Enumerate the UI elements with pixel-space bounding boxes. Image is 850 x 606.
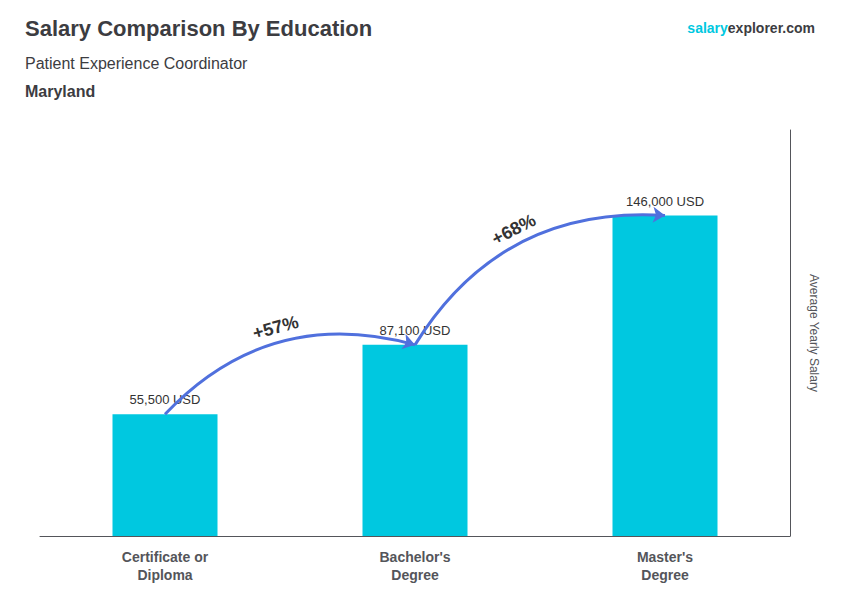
svg-text:55,500 USD: 55,500 USD bbox=[130, 392, 201, 407]
svg-text:87,100 USD: 87,100 USD bbox=[380, 323, 451, 338]
svg-text:Degree: Degree bbox=[641, 567, 689, 583]
svg-text:Average Yearly Salary: Average Yearly Salary bbox=[807, 274, 821, 392]
svg-text:Master's: Master's bbox=[637, 549, 693, 565]
svg-text:+57%: +57% bbox=[250, 312, 300, 344]
svg-text:146,000 USD: 146,000 USD bbox=[626, 194, 704, 209]
svg-text:Degree: Degree bbox=[391, 567, 439, 583]
svg-text:Bachelor's: Bachelor's bbox=[379, 549, 450, 565]
svg-text:Maryland: Maryland bbox=[25, 83, 95, 100]
svg-text:explorer.com: explorer.com bbox=[728, 20, 815, 36]
svg-text:salary: salary bbox=[687, 20, 728, 36]
svg-text:Certificate or: Certificate or bbox=[122, 549, 209, 565]
svg-text:Patient Experience Coordinator: Patient Experience Coordinator bbox=[25, 55, 248, 72]
svg-text:Diploma: Diploma bbox=[137, 567, 192, 583]
svg-text:Salary Comparison By Education: Salary Comparison By Education bbox=[25, 16, 372, 41]
svg-text:+68%: +68% bbox=[488, 210, 538, 249]
